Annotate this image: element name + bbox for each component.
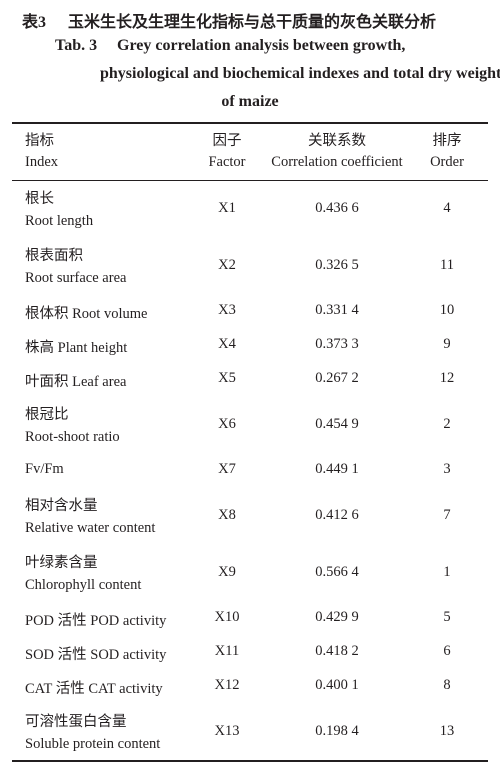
- coefficient: 0.400 1: [315, 677, 359, 693]
- coefficient: 0.566 4: [315, 563, 359, 580]
- index-cn: 叶绿素含量: [25, 555, 98, 571]
- factor: X12: [214, 677, 240, 693]
- header-cell: Factor: [208, 154, 246, 170]
- table-rule: [12, 122, 488, 124]
- order: 10: [439, 302, 455, 318]
- order: 11: [440, 256, 454, 273]
- caption-title-en: Grey correlation analysis between growth…: [117, 37, 406, 54]
- header-cell: 因子: [212, 133, 242, 149]
- index-en: Chlorophyll content: [25, 577, 142, 593]
- coefficient: 0.331 4: [315, 302, 359, 318]
- header-cell: 指标: [25, 133, 54, 149]
- order: 9: [443, 336, 451, 352]
- coefficient: 0.373 3: [315, 336, 359, 352]
- index-cn: 可溶性蛋白含量: [25, 714, 127, 730]
- factor: X8: [218, 506, 236, 523]
- order: 4: [443, 199, 451, 216]
- caption-label-en: Tab. 3: [55, 37, 98, 54]
- factor: X4: [218, 336, 236, 352]
- index-cn: 根表面积: [25, 248, 83, 264]
- index-en: Relative water content: [25, 520, 156, 536]
- index-en: Root-shoot ratio: [25, 429, 120, 445]
- index: 叶面积 Leaf area: [25, 374, 127, 390]
- coefficient: 0.326 5: [315, 256, 359, 273]
- order: 5: [443, 609, 451, 625]
- factor: X6: [218, 415, 236, 432]
- order: 6: [443, 643, 451, 659]
- index-en: Root surface area: [25, 270, 127, 286]
- header-cell: 关联系数: [308, 133, 366, 149]
- caption-label: 表3: [22, 14, 47, 31]
- caption-title: 玉米生长及生理生化指标与总干质量的灰色关联分析: [68, 14, 437, 31]
- order: 8: [443, 677, 451, 693]
- index-cn: 相对含水量: [25, 498, 98, 514]
- caption-title-en: of maize: [221, 93, 279, 110]
- index-cn: 根冠比: [25, 407, 69, 423]
- coefficient: 0.454 9: [315, 415, 359, 432]
- factor: X11: [214, 643, 240, 659]
- header-cell: Order: [430, 154, 464, 170]
- order: 1: [443, 563, 451, 580]
- index-cn: 根长: [25, 191, 54, 207]
- index: 株高 Plant height: [25, 340, 128, 356]
- index: 根体积 Root volume: [25, 306, 148, 322]
- coefficient: 0.412 6: [315, 506, 359, 523]
- factor: X3: [218, 302, 236, 318]
- index: POD 活性 POD activity: [25, 613, 167, 629]
- header-cell: Index: [25, 154, 59, 170]
- factor: X10: [214, 609, 240, 625]
- table-rule: [12, 180, 488, 181]
- order: 3: [443, 461, 451, 477]
- caption-title-en: physiological and biochemical indexes an…: [100, 65, 500, 82]
- order: 2: [443, 415, 451, 432]
- coefficient: 0.436 6: [315, 199, 359, 216]
- factor: X7: [218, 461, 236, 477]
- index: SOD 活性 SOD activity: [25, 647, 167, 663]
- coefficient: 0.449 1: [315, 461, 359, 477]
- index: CAT 活性 CAT activity: [25, 681, 163, 697]
- coefficient: 0.198 4: [315, 722, 359, 739]
- order: 7: [443, 506, 451, 523]
- coefficient: 0.418 2: [315, 643, 359, 659]
- factor: X13: [214, 722, 240, 739]
- index-en: Soluble protein content: [25, 736, 161, 752]
- coefficient: 0.429 9: [315, 609, 359, 625]
- order: 13: [439, 722, 455, 739]
- table-rule: [12, 760, 488, 762]
- factor: X2: [218, 256, 236, 273]
- factor: X5: [218, 370, 236, 386]
- header-cell: Correlation coefficient: [271, 154, 403, 170]
- factor: X1: [218, 199, 236, 216]
- header-cell: 排序: [432, 133, 462, 149]
- order: 12: [439, 370, 455, 386]
- index: Fv/Fm: [25, 461, 64, 477]
- index-en: Root length: [25, 213, 94, 229]
- factor: X9: [218, 563, 236, 580]
- coefficient: 0.267 2: [315, 370, 359, 386]
